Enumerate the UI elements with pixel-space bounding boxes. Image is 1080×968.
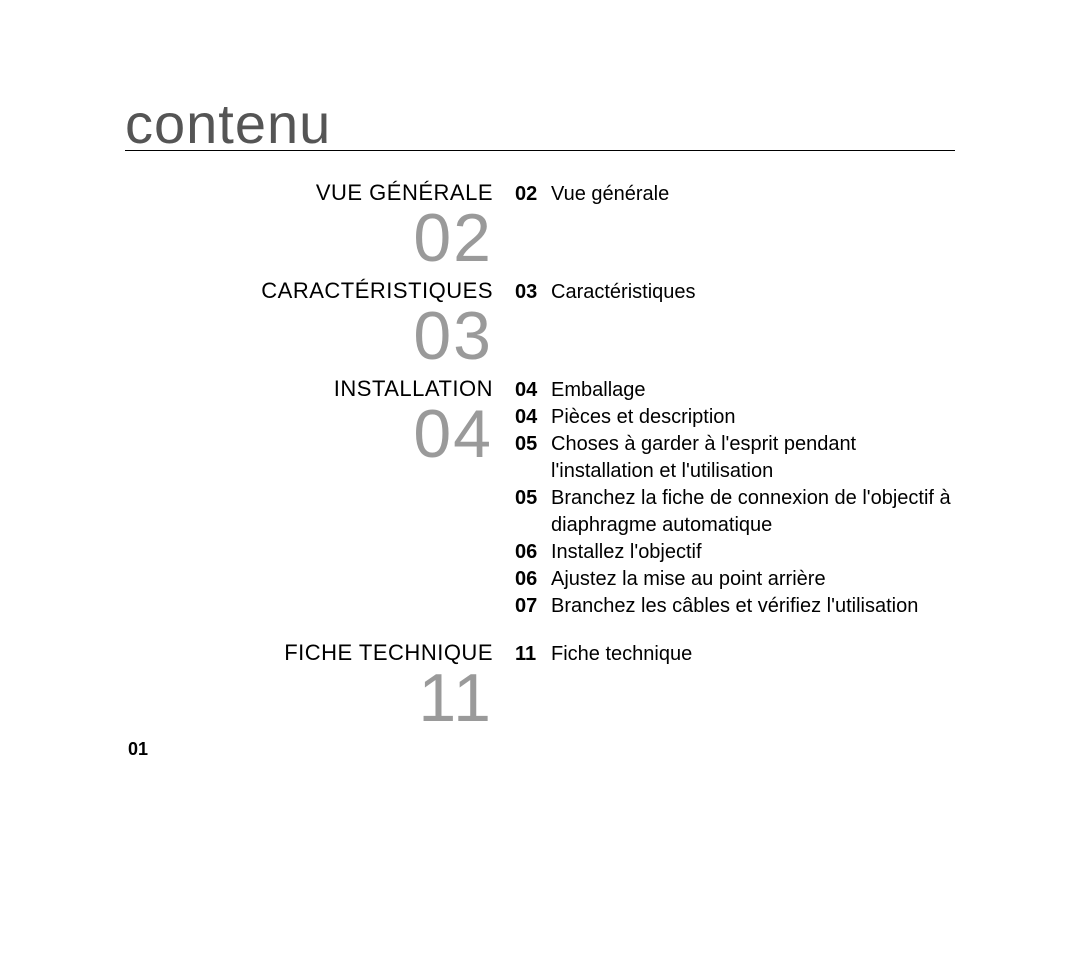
entry-page-num: 06 [515, 566, 551, 593]
toc-section: CARACTÉRISTIQUES 03 03 Caractéristiques [125, 278, 955, 370]
toc-entry: 04 Emballage [515, 377, 955, 404]
section-entries: 11 Fiche technique [515, 640, 955, 668]
entry-label: Pièces et description [551, 404, 955, 431]
entry-page-num: 04 [515, 377, 551, 404]
section-left: FICHE TECHNIQUE 11 [125, 640, 515, 732]
entry-label: Installez l'objectif [551, 539, 955, 566]
section-left: VUE GÉNÉRALE 02 [125, 180, 515, 272]
entry-label: Choses à garder à l'esprit pendant l'ins… [551, 431, 955, 485]
toc-entry: 06 Installez l'objectif [515, 539, 955, 566]
entry-page-num: 03 [515, 279, 551, 306]
section-big-number: 04 [125, 400, 493, 468]
section-left: CARACTÉRISTIQUES 03 [125, 278, 515, 370]
title-wrap: contenu [125, 96, 955, 154]
toc-entry: 05 Branchez la fiche de connexion de l'o… [515, 485, 955, 539]
entry-page-num: 11 [515, 641, 551, 668]
toc-entry: 07 Branchez les câbles et vérifiez l'uti… [515, 593, 955, 620]
entry-label: Fiche technique [551, 641, 955, 668]
page-title: contenu [125, 96, 955, 154]
section-entries: 03 Caractéristiques [515, 278, 955, 306]
entry-label: Vue générale [551, 181, 955, 208]
toc-entry: 02 Vue générale [515, 181, 955, 208]
entry-page-num: 05 [515, 431, 551, 458]
entry-label: Caractéristiques [551, 279, 955, 306]
entry-label: Emballage [551, 377, 955, 404]
toc-entry: 04 Pièces et description [515, 404, 955, 431]
page-number: 01 [128, 739, 148, 760]
entry-page-num: 07 [515, 593, 551, 620]
toc-entry: 03 Caractéristiques [515, 279, 955, 306]
toc-content: VUE GÉNÉRALE 02 02 Vue générale CARACTÉR… [125, 180, 955, 732]
entry-page-num: 06 [515, 539, 551, 566]
entry-label: Ajustez la mise au point arrière [551, 566, 955, 593]
section-left: INSTALLATION 04 [125, 376, 515, 468]
entry-page-num: 04 [515, 404, 551, 431]
section-big-number: 11 [125, 664, 493, 732]
section-entries: 04 Emballage 04 Pièces et description 05… [515, 376, 955, 620]
toc-entry: 11 Fiche technique [515, 641, 955, 668]
toc-section: INSTALLATION 04 04 Emballage 04 Pièces e… [125, 376, 955, 620]
toc-entry: 05 Choses à garder à l'esprit pendant l'… [515, 431, 955, 485]
entry-page-num: 02 [515, 181, 551, 208]
page: contenu VUE GÉNÉRALE 02 02 Vue générale … [0, 0, 1080, 968]
section-big-number: 03 [125, 302, 493, 370]
toc-section: FICHE TECHNIQUE 11 11 Fiche technique [125, 640, 955, 732]
title-rule [125, 150, 955, 151]
entry-label: Branchez la fiche de connexion de l'obje… [551, 485, 955, 539]
section-big-number: 02 [125, 204, 493, 272]
entry-label: Branchez les câbles et vérifiez l'utilis… [551, 593, 955, 620]
toc-entry: 06 Ajustez la mise au point arrière [515, 566, 955, 593]
entry-page-num: 05 [515, 485, 551, 512]
toc-section: VUE GÉNÉRALE 02 02 Vue générale [125, 180, 955, 272]
section-entries: 02 Vue générale [515, 180, 955, 208]
